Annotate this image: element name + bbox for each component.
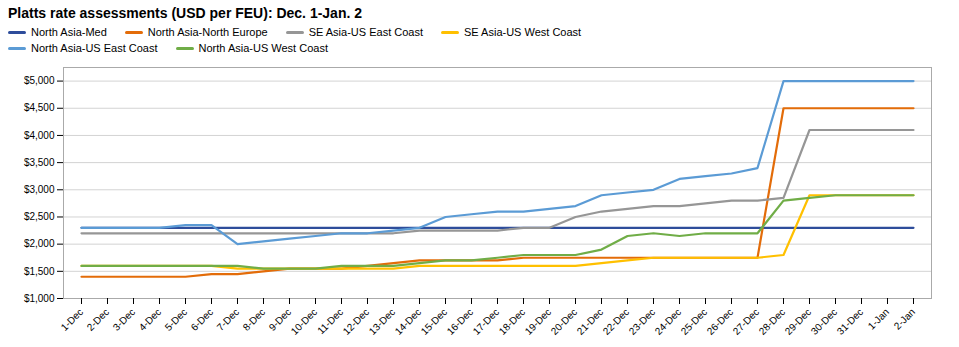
svg-text:22-Dec: 22-Dec [601,306,632,337]
svg-text:28-Dec: 28-Dec [757,306,788,337]
svg-text:23-Dec: 23-Dec [627,306,658,337]
html-text:SE Asia-US West Coast: SE Asia-US West Coast [464,26,582,38]
svg-text:4-Dec: 4-Dec [137,306,164,333]
svg-text:$3,000: $3,000 [24,184,55,195]
svg-text:1-Jan: 1-Jan [866,306,891,331]
svg-text:2-Jan: 2-Jan [892,306,917,331]
svg-text:14-Dec: 14-Dec [393,306,424,337]
svg-text:6-Dec: 6-Dec [189,306,216,333]
html-text:North Asia-US East Coast: North Asia-US East Coast [31,42,158,54]
svg-text:9-Dec: 9-Dec [266,306,294,333]
svg-text:5-Dec: 5-Dec [163,306,190,333]
html-text:North Asia-US West Coast: North Asia-US West Coast [198,42,328,54]
svg-text:$2,000: $2,000 [24,238,55,249]
svg-text:1-Dec: 1-Dec [59,306,86,333]
svg-text:25-Dec: 25-Dec [679,306,710,337]
svg-text:16-Dec: 16-Dec [445,306,476,337]
svg-text:11-Dec: 11-Dec [315,306,345,336]
svg-text:20-Dec: 20-Dec [549,306,580,337]
svg-text:7-Dec: 7-Dec [215,306,242,333]
svg-text:15-Dec: 15-Dec [419,306,450,337]
svg-text:13-Dec: 13-Dec [367,306,398,337]
svg-text:18-Dec: 18-Dec [497,306,528,337]
svg-text:2-Dec: 2-Dec [85,306,112,333]
html-text:North Asia-Med: North Asia-Med [31,26,107,38]
svg-text:$3,500: $3,500 [24,157,55,168]
svg-text:8-Dec: 8-Dec [241,306,268,333]
html-text:Platts rate assessments (USD p: Platts rate assessments (USD per FEU): D… [8,5,362,21]
svg-text:$1,000: $1,000 [24,293,55,304]
html-text:SE Asia-US East Coast: SE Asia-US East Coast [308,26,423,38]
svg-text:12-Dec: 12-Dec [341,306,372,337]
svg-text:19-Dec: 19-Dec [523,306,554,337]
svg-text:17-Dec: 17-Dec [471,306,502,337]
svg-text:29-Dec: 29-Dec [783,306,814,337]
svg-text:$1,500: $1,500 [24,266,55,277]
svg-text:31-Dec: 31-Dec [835,306,866,337]
svg-text:26-Dec: 26-Dec [705,306,736,337]
svg-text:30-Dec: 30-Dec [809,306,840,337]
svg-text:$4,500: $4,500 [24,102,55,113]
svg-text:21-Dec: 21-Dec [575,306,606,337]
svg-text:27-Dec: 27-Dec [731,306,762,337]
html-text:North Asia-North Europe: North Asia-North Europe [147,26,268,38]
svg-text:$4,000: $4,000 [24,130,55,141]
svg-text:10-Dec: 10-Dec [289,306,320,337]
svg-text:$2,500: $2,500 [24,211,55,222]
svg-text:$5,000: $5,000 [24,75,55,86]
svg-text:24-Dec: 24-Dec [653,306,684,337]
svg-text:3-Dec: 3-Dec [111,306,138,333]
